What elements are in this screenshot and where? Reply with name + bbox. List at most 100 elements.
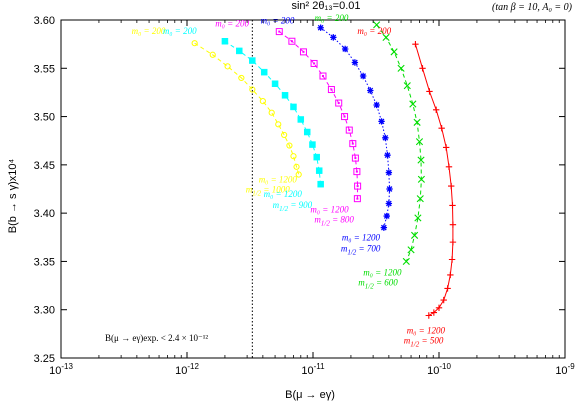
data-point (351, 154, 359, 162)
series-line (194, 42, 300, 175)
data-point (271, 80, 279, 87)
data-point-square (260, 68, 268, 76)
data-point-plus (419, 65, 426, 72)
data-point (435, 304, 443, 311)
x-tick-label: 10-10 (427, 362, 451, 377)
data-point-box (335, 99, 343, 107)
data-point (432, 106, 440, 114)
data-point (438, 124, 445, 132)
data-point (413, 118, 421, 126)
data-point-box (275, 28, 283, 36)
data-point-asterisk (383, 212, 390, 220)
series-1 (221, 37, 324, 188)
data-point-asterisk (367, 87, 374, 94)
data-point (268, 109, 275, 116)
data-point (303, 128, 311, 136)
data-point (385, 200, 393, 207)
y-tick-label: 3.45 (34, 160, 55, 172)
data-point (373, 21, 381, 29)
data-point-plus (435, 304, 443, 311)
series-start-label: m₀ = 200 (132, 26, 166, 36)
data-point (317, 24, 324, 31)
data-point (221, 37, 229, 45)
data-point-asterisk (384, 152, 391, 159)
data-point-asterisk (341, 45, 349, 53)
data-point-plus (425, 312, 433, 319)
label-m: m (314, 215, 321, 225)
data-point-circle (286, 142, 293, 149)
data-point-x (373, 21, 381, 29)
data-point-dot (290, 40, 293, 43)
data-point (341, 113, 349, 121)
label-subscript: 1/2 (410, 341, 419, 349)
data-point (417, 156, 425, 164)
data-point (315, 167, 323, 174)
x-tick-label: 10-12 (175, 362, 199, 377)
data-point-dot (330, 88, 333, 91)
data-point (419, 65, 426, 72)
data-point-x (415, 138, 424, 146)
data-point (299, 48, 307, 56)
data-point (293, 163, 300, 170)
label-value: = 500 (419, 336, 444, 346)
data-point-circle (238, 74, 245, 82)
x-tick-label: 10-13 (49, 362, 73, 377)
data-point-square (271, 80, 279, 87)
data-point (397, 64, 405, 72)
y-tick-label: 3.40 (34, 208, 55, 220)
y-tick-label: 3.30 (34, 305, 55, 317)
label-value: = 600 (374, 277, 399, 287)
data-point (191, 40, 198, 47)
data-point (390, 48, 398, 56)
series-end-m0-label: m₀ = 1200 (342, 233, 381, 243)
data-point (386, 185, 393, 193)
data-point-dot (351, 142, 354, 145)
series-line (414, 43, 454, 316)
data-point (403, 82, 411, 90)
data-point (249, 86, 256, 93)
series-end-m0-label: m₀ = 1200 (310, 205, 349, 215)
data-point-dot (302, 50, 305, 53)
data-point-box (288, 37, 296, 45)
x-tick-label: 10-11 (301, 362, 325, 377)
data-point-square (281, 92, 289, 99)
data-point (444, 285, 451, 292)
data-point (286, 142, 293, 149)
data-point-plus (447, 271, 454, 279)
data-point (384, 152, 391, 159)
data-point-plus (448, 182, 455, 190)
x-tick-label-base: 10 (427, 365, 439, 377)
data-point-plus (449, 221, 457, 228)
label-subscript: 1/2 (347, 249, 356, 257)
data-point (414, 214, 422, 222)
label-value: = 900 (288, 200, 313, 210)
data-point (425, 312, 433, 319)
data-point-plus (432, 106, 440, 114)
data-point (317, 180, 324, 188)
data-point (354, 182, 362, 190)
x-tick-label-base: 10 (555, 365, 567, 377)
data-point-box (327, 86, 335, 94)
data-point (327, 86, 335, 94)
series-end-m0-label: m₀ = 1200 (407, 326, 446, 336)
data-point-circle (209, 51, 216, 58)
data-point-x (397, 64, 405, 72)
data-point-dot (321, 75, 324, 78)
data-point (417, 175, 425, 183)
label-subscript: 1/2 (321, 220, 330, 228)
data-point-x (382, 33, 390, 41)
data-point (445, 163, 453, 170)
data-point (416, 195, 424, 203)
data-point-plus (442, 144, 450, 151)
data-point-asterisk (385, 200, 393, 207)
x-tick-label-exponent: -11 (314, 362, 326, 371)
data-point-dot (348, 129, 351, 132)
label-value: = 800 (330, 215, 355, 225)
data-point (275, 121, 282, 128)
data-point-square (297, 116, 305, 123)
data-point (309, 141, 316, 148)
data-point (430, 309, 438, 316)
x-tick-label-exponent: -10 (439, 362, 451, 371)
x-tick-label: 10-9 (555, 362, 575, 377)
data-point-plus (448, 256, 456, 263)
